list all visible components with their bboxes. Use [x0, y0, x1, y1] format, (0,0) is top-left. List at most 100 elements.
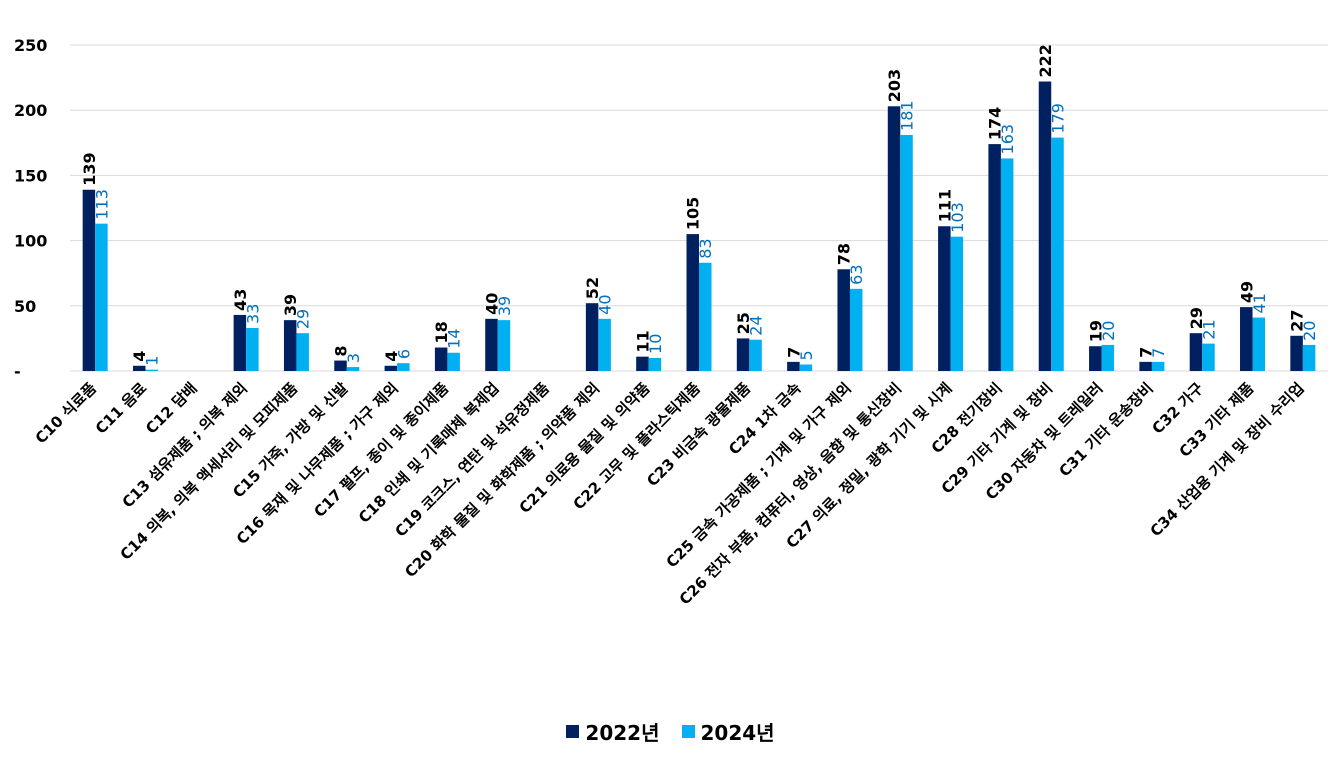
data-label-2022: 19	[1086, 320, 1105, 342]
bar-2022	[1038, 81, 1052, 372]
bar-2022	[1189, 333, 1203, 371]
data-label-2024: 41	[1250, 293, 1269, 313]
data-label-2024: 29	[294, 309, 313, 329]
y-axis-ticks: - 50 100 150 200 250	[14, 36, 47, 381]
data-label-2022: 52	[583, 277, 602, 299]
y-tick-label: 250	[14, 36, 47, 55]
data-label-2024: 21	[1199, 319, 1218, 339]
bar-2024	[246, 327, 259, 371]
data-label-2022: 25	[734, 312, 753, 334]
data-label-2024: 6	[394, 349, 413, 359]
data-label-2022: 39	[281, 294, 300, 316]
data-label-2024: 63	[847, 264, 866, 284]
bar-2022	[938, 226, 951, 371]
x-tick-label: C11 음료	[92, 379, 151, 438]
data-label-2022: 43	[231, 289, 250, 311]
bar-2024	[1101, 344, 1115, 371]
bar-2022	[787, 361, 800, 371]
bar-2022	[283, 320, 297, 371]
y-tick-label: -	[14, 362, 21, 381]
bar-2024	[1302, 344, 1316, 371]
bar-2024	[145, 369, 158, 371]
data-label-2022: 111	[935, 189, 954, 222]
data-label-2022: 8	[332, 345, 351, 356]
bar-2022	[1089, 346, 1102, 371]
data-label-2024: 1	[143, 356, 162, 366]
data-label-2024: 113	[92, 189, 111, 220]
data-label-2022: 105	[684, 197, 703, 230]
data-label-2024: 163	[998, 124, 1017, 155]
data-label-2024: 24	[747, 315, 766, 335]
legend-label-2024: 2024년	[700, 721, 775, 745]
bar-2024	[749, 339, 762, 371]
data-label-2022: 203	[885, 69, 904, 102]
legend-swatch-2022	[566, 725, 580, 738]
bar-2022	[1290, 335, 1303, 371]
bar-2022	[82, 189, 96, 371]
bar-2022	[686, 234, 699, 371]
legend: 2022년 2024년	[0, 717, 1341, 746]
bar-2022	[887, 106, 901, 372]
data-label-2022: 4	[130, 351, 149, 362]
bar-2024	[447, 352, 460, 371]
legend-item-2022: 2022년	[566, 717, 660, 746]
data-label-2022: 27	[1288, 310, 1307, 332]
bar-2022	[334, 360, 347, 371]
data-label-2022: 222	[1036, 44, 1055, 77]
bar-2024	[1252, 317, 1266, 371]
bar-2022	[485, 318, 498, 371]
data-label-2024: 33	[243, 304, 262, 324]
data-label-2024: 3	[344, 353, 363, 363]
data-label-2024: 39	[495, 296, 514, 316]
bar-2024	[900, 134, 913, 371]
bar-2024	[648, 357, 662, 371]
x-tick-label: C25 금속 가공제품 ; 기계 및 가구 제외	[663, 379, 855, 571]
data-label-2024: 179	[1048, 103, 1067, 134]
bar-2024	[497, 320, 511, 371]
bar-2024	[95, 223, 108, 371]
y-tick-label: 50	[14, 297, 36, 316]
y-tick-label: 200	[14, 101, 47, 120]
bar-2024	[1000, 158, 1014, 371]
data-label-2022: 29	[1187, 307, 1206, 329]
bar-2024	[1151, 361, 1165, 371]
x-tick-label: C14 의복, 의복 액세서리 및 모피제품	[117, 379, 302, 564]
x-tick-label: C31 기타 운송장비	[1055, 379, 1156, 480]
legend-label-2022: 2022년	[585, 721, 660, 745]
bar-2022	[384, 365, 398, 371]
data-label-2022: 7	[784, 347, 803, 358]
bar-2024	[950, 236, 964, 371]
x-tick-label: C10 식료품	[32, 379, 100, 447]
bar-2022	[132, 365, 146, 371]
bar-2022	[837, 269, 850, 371]
data-label-2024: 20	[1300, 321, 1319, 341]
bar-2024	[296, 333, 309, 371]
bar-2022	[636, 356, 649, 371]
data-label-2024: 83	[696, 238, 715, 258]
data-label-2024: 7	[1149, 348, 1168, 358]
legend-item-2024: 2024년	[681, 717, 775, 746]
data-label-2022: 18	[432, 321, 451, 343]
data-label-2022: 139	[80, 152, 99, 185]
data-label-2022: 7	[1137, 347, 1156, 358]
y-tick-label: 150	[14, 166, 47, 185]
bar-2022	[736, 338, 750, 371]
data-label-2024: 40	[596, 294, 615, 314]
bar-2024	[1051, 137, 1064, 371]
data-label-2024: 103	[948, 202, 967, 233]
bar-2024	[1202, 343, 1215, 371]
bar-2024	[849, 288, 863, 371]
bar-2024	[699, 262, 712, 371]
bar-2022	[1139, 361, 1152, 371]
bar-2022	[1240, 307, 1253, 371]
bar-2024	[799, 364, 813, 371]
bar-2024	[598, 318, 611, 371]
data-label-2022: 78	[835, 243, 854, 265]
bars	[82, 81, 1316, 372]
bar-2022	[434, 347, 448, 371]
bar-2022	[233, 314, 247, 371]
